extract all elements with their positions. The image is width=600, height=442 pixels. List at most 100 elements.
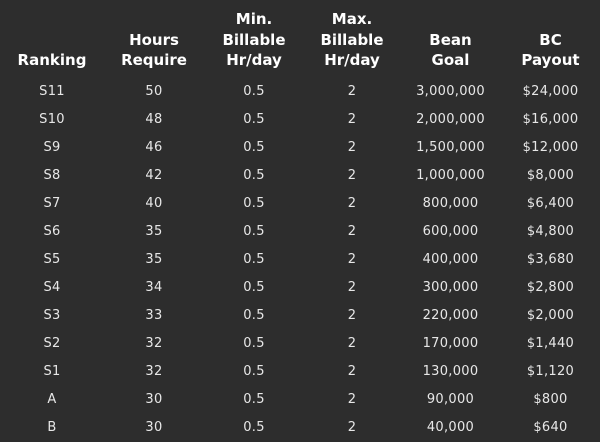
table-row: S1 32 0.5 2 130,000 $1,120 xyxy=(0,358,600,386)
table-cell: 130,000 xyxy=(422,364,479,380)
table-cell: 32 xyxy=(145,364,163,380)
table-cell: 0.5 xyxy=(243,420,265,436)
table-cell: S10 xyxy=(39,111,65,127)
table-cell: 2 xyxy=(347,336,357,352)
table-cell: B xyxy=(47,420,57,436)
table-cell: $12,000 xyxy=(522,139,579,155)
table-cell: 40 xyxy=(145,195,163,211)
table-cell: S1 xyxy=(43,364,61,380)
table-cell: 35 xyxy=(145,223,163,239)
table-cell: 300,000 xyxy=(422,279,479,295)
table-cell: $6,400 xyxy=(526,195,575,211)
table-cell: $1,120 xyxy=(526,364,575,380)
table-cell: S4 xyxy=(43,279,61,295)
table-row: B 30 0.5 2 40,000 $640 xyxy=(0,414,600,442)
table-cell: 2 xyxy=(347,308,357,324)
table-cell: $640 xyxy=(533,420,568,436)
table-row: S6 35 0.5 2 600,000 $4,800 xyxy=(0,217,600,245)
table-cell: 2 xyxy=(347,392,357,408)
table-cell: 2 xyxy=(347,223,357,239)
table-cell: S6 xyxy=(43,223,61,239)
table-cell: 0.5 xyxy=(243,195,265,211)
table-cell: 50 xyxy=(145,83,163,99)
table-cell: $2,000 xyxy=(526,308,575,324)
table-cell: 90,000 xyxy=(426,392,475,408)
table-header: Ranking Hours Require Min. Billable Hr/d… xyxy=(0,0,600,77)
table-cell: 800,000 xyxy=(422,195,479,211)
table-cell: 2 xyxy=(347,139,357,155)
table-cell: A xyxy=(47,392,57,408)
table-cell: 2 xyxy=(347,83,357,99)
table-cell: 30 xyxy=(145,392,163,408)
table-body: S11 50 0.5 2 3,000,000 $24,000 S10 48 0.5 2 2,000,… xyxy=(0,77,600,442)
table-cell: 42 xyxy=(145,167,163,183)
table-cell: 170,000 xyxy=(422,336,479,352)
table-cell: 0.5 xyxy=(243,167,265,183)
table-cell: 2 xyxy=(347,111,357,127)
table-cell: 0.5 xyxy=(243,279,265,295)
table-cell: 32 xyxy=(145,336,163,352)
table-cell: 3,000,000 xyxy=(416,83,485,99)
table-cell: 0.5 xyxy=(243,251,265,267)
col-header-bean-goal: Bean Goal xyxy=(429,30,472,69)
table-cell: 0.5 xyxy=(243,83,265,99)
table-cell: 1,000,000 xyxy=(416,167,485,183)
table-cell: $8,000 xyxy=(526,167,575,183)
table-cell: 2 xyxy=(347,195,357,211)
table-cell: 40,000 xyxy=(426,420,475,436)
table-cell: 35 xyxy=(145,251,163,267)
table-cell: $3,680 xyxy=(526,251,575,267)
table-cell: $800 xyxy=(533,392,568,408)
table-cell: 2 xyxy=(347,167,357,183)
table-cell: 0.5 xyxy=(243,308,265,324)
table-row: S5 35 0.5 2 400,000 $3,680 xyxy=(0,245,600,273)
table-cell: S8 xyxy=(43,167,61,183)
table-cell: 33 xyxy=(145,308,163,324)
col-header-hours-require: Hours Require xyxy=(121,30,187,69)
table-cell: S5 xyxy=(43,251,61,267)
table-row: S8 42 0.5 2 1,000,000 $8,000 xyxy=(0,161,600,189)
table-cell: 30 xyxy=(145,420,163,436)
table-cell: 34 xyxy=(145,279,163,295)
table-row: S10 48 0.5 2 2,000,000 $16,000 xyxy=(0,105,600,133)
table-cell: 600,000 xyxy=(422,223,479,239)
table-cell: 46 xyxy=(145,139,163,155)
table-cell: S7 xyxy=(43,195,61,211)
table-row: S3 33 0.5 2 220,000 $2,000 xyxy=(0,302,600,330)
table-cell: S2 xyxy=(43,336,61,352)
table-row: S2 32 0.5 2 170,000 $1,440 xyxy=(0,330,600,358)
table-row: A 30 0.5 2 90,000 $800 xyxy=(0,386,600,414)
table-cell: 220,000 xyxy=(422,308,479,324)
table-cell: $2,800 xyxy=(526,279,575,295)
table-cell: 2 xyxy=(347,251,357,267)
table-cell: 2 xyxy=(347,279,357,295)
table-row: S7 40 0.5 2 800,000 $6,400 xyxy=(0,189,600,217)
table-cell: 0.5 xyxy=(243,139,265,155)
table-cell: 0.5 xyxy=(243,364,265,380)
table-row: S11 50 0.5 2 3,000,000 $24,000 xyxy=(0,77,600,105)
table-cell: $1,440 xyxy=(526,336,575,352)
header-row: Ranking Hours Require Min. Billable Hr/d… xyxy=(0,0,600,77)
table-cell: 2 xyxy=(347,364,357,380)
table-cell: S9 xyxy=(43,139,61,155)
table-cell: $24,000 xyxy=(522,83,579,99)
col-header-min-billable: Min. Billable Hr/day xyxy=(222,10,286,69)
table-cell: 2,000,000 xyxy=(416,111,485,127)
table-cell: 0.5 xyxy=(243,111,265,127)
table-cell: 2 xyxy=(347,420,357,436)
col-header-bc-payout: BC Payout xyxy=(521,30,580,69)
col-header-ranking: Ranking xyxy=(17,50,87,69)
table-cell: 0.5 xyxy=(243,336,265,352)
table-cell: 400,000 xyxy=(422,251,479,267)
table-row: S4 34 0.5 2 300,000 $2,800 xyxy=(0,273,600,301)
table-cell: 1,500,000 xyxy=(416,139,485,155)
table-cell: 0.5 xyxy=(243,223,265,239)
table-cell: $4,800 xyxy=(526,223,575,239)
table-cell: $16,000 xyxy=(522,111,579,127)
table-row: S9 46 0.5 2 1,500,000 $12,000 xyxy=(0,133,600,161)
table-cell: S3 xyxy=(43,308,61,324)
table-cell: S11 xyxy=(39,83,65,99)
table-cell: 48 xyxy=(145,111,163,127)
table-cell: 0.5 xyxy=(243,392,265,408)
